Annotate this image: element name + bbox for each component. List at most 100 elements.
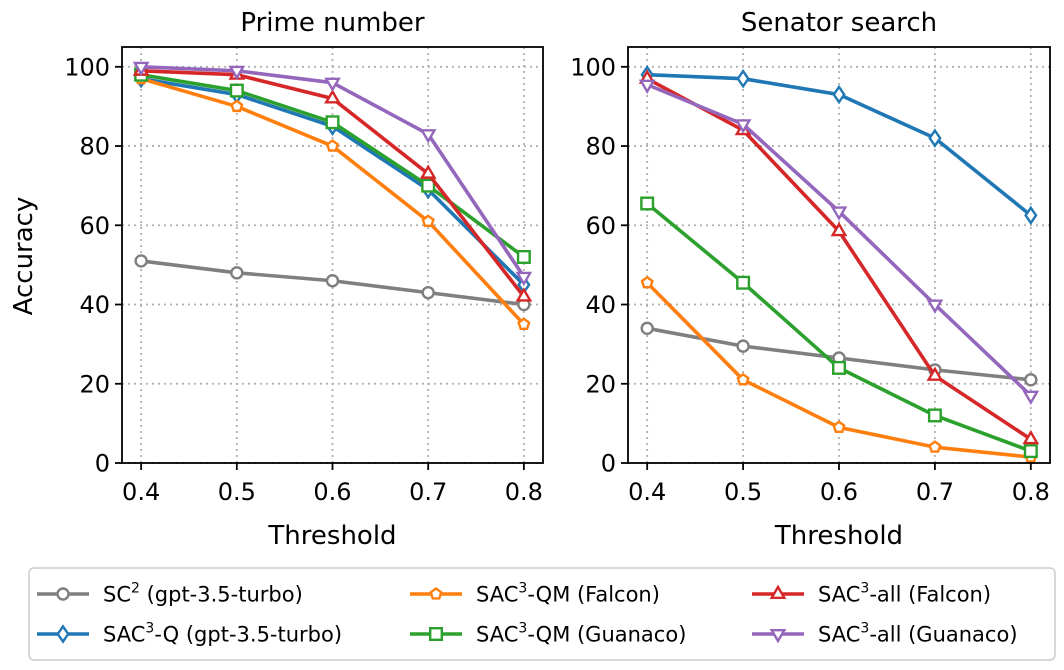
legend-label: SAC3-QM (Guanaco): [476, 621, 686, 647]
x-tick-label: 0.5: [724, 478, 762, 506]
legend-entry-sac3q: SAC3-Q (gpt-3.5-turbo): [37, 621, 342, 647]
series-sac3q: [134, 68, 531, 295]
series-all_guanaco: [132, 61, 533, 287]
x-axis-label: Threshold: [774, 521, 903, 551]
y-tick-label: 0: [95, 450, 110, 478]
data-point-all_guanaco: [515, 271, 533, 287]
data-point-all_guanaco: [1022, 390, 1040, 406]
y-tick-label: 60: [585, 212, 616, 240]
legend-marker-qm_guanaco: [429, 627, 444, 642]
x-tick-label: 0.5: [218, 478, 256, 506]
legend-label-sup: 2: [131, 581, 140, 597]
legend-label-sup: 3: [860, 621, 869, 637]
data-point-sc2: [134, 254, 148, 268]
axes-frame: [121, 46, 544, 464]
data-point-sac3q: [928, 128, 942, 148]
data-point-all_falcon: [926, 366, 944, 381]
data-point-qm_falcon: [421, 214, 435, 227]
legend-marker-sc2: [56, 587, 70, 601]
legend-label-sup: 3: [145, 621, 154, 637]
legend-entry-qm_falcon: SAC3-QM (Falcon): [410, 581, 660, 607]
data-point-qm_guanaco: [640, 196, 655, 211]
legend-frame: [28, 567, 1056, 661]
data-point-all_guanaco: [419, 129, 437, 144]
series-qm_falcon: [134, 71, 531, 330]
legend-label-pre: SC: [103, 583, 131, 607]
data-point-qm_guanaco: [516, 249, 531, 264]
data-point-all_guanaco: [228, 65, 246, 81]
legend-label-post: -Q (gpt-3.5-turbo): [154, 623, 342, 647]
data-point-all_falcon: [515, 287, 533, 302]
legend-entry-all_guanaco: SAC3-all (Guanaco): [752, 621, 1018, 647]
data-point-sac3q: [832, 84, 846, 105]
data-point-sc2: [421, 285, 435, 300]
data-point-all_falcon: [324, 89, 341, 104]
data-point-qm_guanaco: [736, 275, 751, 290]
y-tick-label: 0: [601, 450, 616, 478]
legend-label-post: -all (Falcon): [869, 583, 991, 607]
legend-marker-qm_falcon: [429, 587, 443, 600]
legend-label: SAC3-Q (gpt-3.5-turbo): [103, 621, 342, 647]
data-point-sc2: [736, 339, 750, 353]
data-point-qm_falcon: [517, 317, 531, 330]
data-point-qm_falcon: [325, 139, 340, 152]
data-point-qm_falcon: [832, 420, 846, 433]
data-point-qm_falcon: [230, 99, 244, 113]
series-all_guanaco: [638, 79, 1040, 406]
legend-items: SC2 (gpt-3.5-turbo)SAC3-Q (gpt-3.5-turbo…: [37, 581, 1018, 647]
series-sac3q: [640, 65, 1038, 226]
legend-marker-all_guanaco: [769, 628, 787, 644]
panel-title: Prime number: [240, 8, 425, 38]
data-point-qm_guanaco: [325, 115, 340, 130]
data-point-all_guanaco: [132, 61, 150, 77]
legend-label: SAC3-all (Guanaco): [818, 621, 1018, 647]
y-tick-label: 80: [79, 133, 110, 161]
y-tick-label: 40: [585, 291, 616, 319]
legend-label-sup: 3: [860, 581, 869, 597]
legend-label-post: -QM (Guanaco): [527, 623, 686, 647]
data-point-sc2: [325, 274, 340, 288]
x-tick-label: 0.4: [628, 478, 666, 506]
x-tick-label: 0.8: [505, 478, 543, 506]
panel-1: 0 20 40 60 80 100 0.4 0.5 0.6 0.7 0.8 Prime number T…: [64, 8, 544, 551]
panel-2: 0 20 40 60 80 100 0.4 0.5 0.6 0.7 0.8 Senator searc…: [570, 8, 1051, 551]
legend-label-post: -QM (Falcon): [527, 583, 660, 607]
data-point-all_guanaco: [638, 79, 656, 95]
y-tick-label: 60: [79, 212, 110, 240]
data-point-qm_falcon: [928, 440, 942, 453]
data-point-all_falcon: [419, 164, 437, 179]
legend-label-sup: 3: [518, 581, 527, 597]
series-line-sac3q: [140, 76, 526, 286]
legend-label: SAC3-QM (Falcon): [476, 581, 660, 607]
x-tick-label: 0.6: [820, 478, 858, 506]
x-tick-label: 0.4: [122, 478, 160, 506]
x-axis-label: Threshold: [267, 521, 396, 551]
legend-label: SC2 (gpt-3.5-turbo): [103, 581, 303, 607]
data-point-qm_guanaco: [927, 408, 942, 423]
data-point-all_falcon: [1022, 429, 1040, 445]
data-point-sc2: [230, 266, 244, 280]
y-axis-label: Accuracy: [9, 197, 39, 316]
data-point-qm_falcon: [640, 275, 654, 289]
panels: 0 20 40 60 80 100 0.4 0.5 0.6 0.7 0.8 Prime number T…: [64, 8, 1051, 551]
y-tick-label: 100: [570, 53, 616, 81]
x-tick-label: 0.8: [1012, 478, 1050, 506]
legend-label-pre: SAC: [818, 583, 860, 607]
series-sc2: [640, 321, 1038, 387]
legend-entry-all_falcon: SAC3-all (Falcon): [752, 581, 991, 607]
legend-marker-sac3q: [56, 624, 70, 644]
legend-label-pre: SAC: [818, 623, 860, 647]
data-point-qm_guanaco: [421, 178, 436, 193]
data-point-all_guanaco: [926, 299, 944, 314]
data-point-sc2: [1024, 373, 1038, 387]
legend-entry-qm_guanaco: SAC3-QM (Guanaco): [410, 621, 686, 647]
data-point-sc2: [640, 321, 654, 335]
data-point-qm_falcon: [736, 372, 750, 386]
panel-title: Senator search: [741, 8, 937, 38]
series-qm_guanaco: [134, 67, 531, 264]
x-tick-label: 0.7: [409, 478, 447, 506]
legend: SC2 (gpt-3.5-turbo)SAC3-Q (gpt-3.5-turbo…: [28, 567, 1056, 661]
data-point-sac3q: [736, 68, 750, 89]
y-tick-label: 100: [64, 53, 110, 81]
x-tick-label: 0.6: [313, 478, 351, 506]
